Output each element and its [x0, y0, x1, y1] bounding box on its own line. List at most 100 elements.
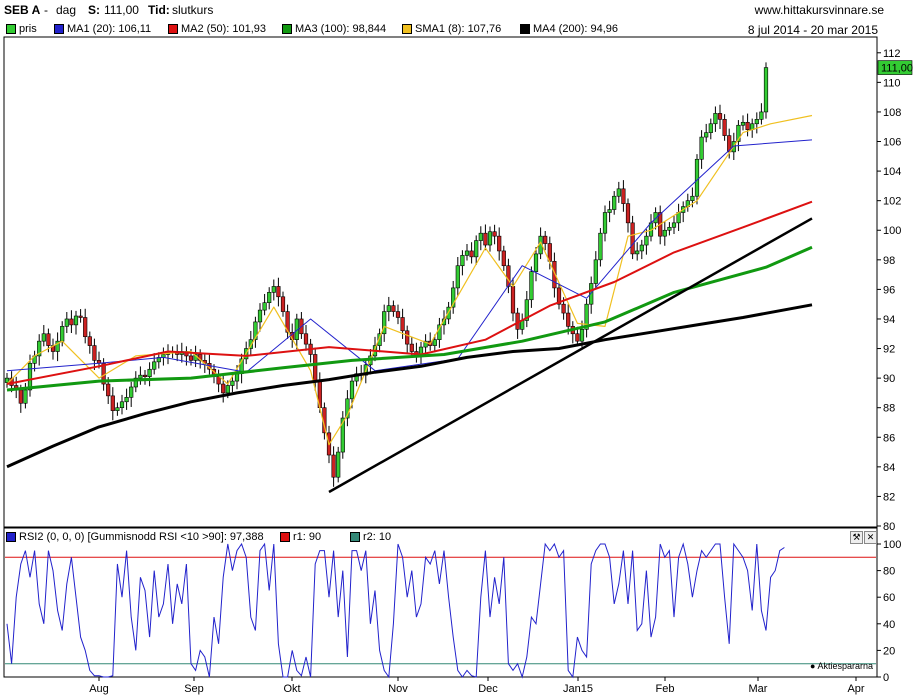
candle	[630, 222, 635, 255]
legend-swatch	[402, 24, 412, 34]
candle	[607, 209, 612, 213]
watermark-text: Aktiespararna	[817, 661, 873, 671]
candle	[451, 287, 456, 308]
candle	[510, 286, 516, 314]
candle	[575, 333, 580, 342]
ma-line	[6, 139, 813, 373]
candle	[722, 119, 727, 136]
candle	[382, 311, 387, 335]
r2-legend-label: r2: 10	[363, 531, 392, 543]
candle	[474, 240, 479, 258]
y-tick-label: 80	[883, 521, 895, 533]
candle	[253, 321, 258, 340]
candle	[110, 395, 115, 411]
candle	[106, 383, 111, 397]
candle	[635, 250, 640, 255]
legend-label: SMA1 (8): 107,76	[415, 23, 502, 35]
wrench-icon[interactable]: ⚒	[850, 531, 863, 544]
candle	[280, 296, 286, 312]
y-tick-label: 106	[883, 137, 901, 149]
x-tick-label: Aug	[89, 683, 109, 695]
candle	[271, 286, 276, 293]
candle	[579, 329, 585, 342]
x-tick-label: Sep	[184, 683, 204, 695]
period-dash: -	[44, 3, 48, 17]
rsi-y-tick-label: 60	[883, 592, 895, 604]
month-axis: Aug Sep Okt Nov Dec Jan15 Feb Mar Apr	[89, 677, 865, 695]
rsi-y-tick-label: 40	[883, 619, 895, 631]
price-y-axis: 80 82 84 86 88 90 92 94 96 98 100 102 104 106 108 110 11…	[877, 48, 913, 533]
candle	[129, 386, 134, 398]
candle	[423, 340, 428, 348]
candle	[267, 292, 272, 304]
candle	[598, 232, 603, 261]
candle	[478, 232, 483, 241]
y-tick-label: 98	[883, 255, 895, 267]
candle	[754, 119, 759, 125]
legend-item: MA4 (200): 94,96	[520, 23, 618, 35]
x-tick-label: Jan15	[563, 683, 593, 695]
y-tick-label: 84	[883, 462, 895, 474]
rsi-line	[6, 542, 785, 679]
r2-legend-item: r2: 10	[350, 531, 391, 543]
legend-item: MA1 (20): 106,11	[54, 23, 151, 35]
candle	[119, 401, 125, 408]
close-icon[interactable]: ✕	[864, 531, 877, 544]
candle	[561, 303, 566, 314]
rsi-swatch	[6, 532, 16, 542]
tid-label: Tid:	[148, 3, 170, 17]
candle	[285, 311, 290, 333]
candle	[221, 383, 226, 394]
x-tick-label: Mar	[749, 683, 768, 695]
trendline	[328, 217, 813, 494]
candle	[69, 318, 74, 326]
candle	[142, 374, 148, 377]
legend-label: MA2 (50): 101,93	[181, 23, 266, 35]
candle	[455, 265, 460, 289]
candle	[566, 312, 571, 327]
ma-line	[6, 200, 813, 385]
candle	[400, 317, 405, 332]
candle	[492, 231, 497, 237]
candle	[87, 336, 92, 346]
legend-label: MA1 (20): 106,11	[67, 23, 152, 35]
candle	[349, 380, 355, 400]
rsi-legend: RSI2 (0, 0, 0) [Gummisnodd RSI <10 >90]:…	[0, 529, 860, 543]
candle	[409, 343, 414, 352]
y-tick-label: 88	[883, 403, 895, 415]
candle	[234, 373, 240, 382]
y-tick-label: 110	[883, 77, 901, 89]
period-label: dag	[56, 3, 77, 17]
candle	[460, 255, 465, 267]
candle	[4, 377, 10, 383]
candle	[763, 67, 769, 113]
candle	[41, 333, 46, 342]
legend-swatch	[520, 24, 530, 34]
candle	[639, 244, 644, 252]
candle	[23, 389, 28, 404]
y-tick-label: 96	[883, 284, 895, 296]
candle	[340, 417, 345, 453]
candle	[487, 231, 493, 246]
candle	[690, 195, 695, 201]
candle	[405, 330, 410, 345]
candle	[584, 303, 589, 330]
y-tick-label: 90	[883, 373, 895, 385]
candle	[704, 132, 709, 138]
candle	[699, 136, 704, 160]
legend-item: MA3 (100): 98,844	[282, 23, 386, 35]
candle	[83, 317, 88, 338]
x-tick-label: Dec	[478, 683, 498, 695]
candle	[524, 299, 529, 321]
candle	[552, 260, 557, 289]
candle	[556, 287, 562, 305]
rsi-y-tick-label: 80	[883, 566, 895, 578]
r1-legend-label: r1: 90	[293, 531, 322, 543]
ma-line	[6, 303, 813, 469]
candle	[653, 212, 658, 224]
candle	[92, 345, 97, 361]
site-link[interactable]: www.hittakursvinnare.se	[754, 3, 884, 17]
candle	[464, 250, 470, 256]
